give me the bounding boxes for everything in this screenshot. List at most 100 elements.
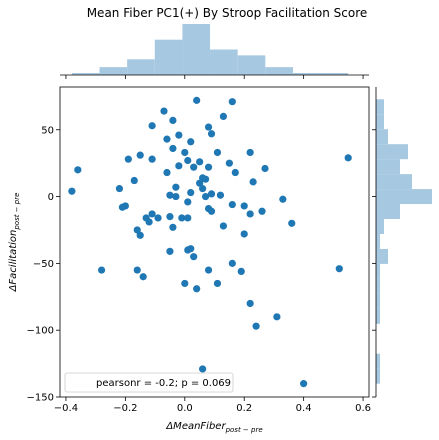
- legend-text: pearsonr = -0.2; p = 0.069: [96, 378, 231, 389]
- data-point: [204, 163, 213, 171]
- y-tick-label: −150: [27, 393, 54, 404]
- data-point: [240, 202, 248, 210]
- chart-title: Mean Fiber PC1(+) By Stroop Facilitation…: [87, 6, 368, 20]
- data-point: [199, 184, 207, 193]
- data-point: [201, 175, 210, 183]
- x-axis-label: ΔMeanFiberpost − pre: [165, 421, 262, 434]
- data-point: [246, 299, 254, 308]
- data-point: [148, 210, 156, 218]
- data-point: [190, 253, 198, 261]
- x-hist-bar: [127, 59, 155, 75]
- x-tick-label: 0.6: [355, 403, 371, 414]
- data-point: [196, 158, 204, 166]
- data-point: [201, 192, 210, 201]
- data-point: [300, 380, 308, 388]
- data-point: [166, 191, 174, 199]
- data-point: [74, 166, 82, 174]
- data-point: [228, 98, 236, 106]
- data-point: [204, 123, 213, 131]
- y-hist-bar: [376, 114, 384, 130]
- data-point: [344, 154, 352, 162]
- data-point: [124, 155, 132, 163]
- data-point: [136, 151, 144, 159]
- data-point: [219, 112, 228, 120]
- scatter-axes: −0.4 −0.2 0.0 0.2 0.4 0.6 −150 −100 −50 0 50: [27, 86, 371, 414]
- data-point: [207, 130, 216, 138]
- y-hist-bar: [376, 144, 408, 160]
- data-point: [169, 144, 177, 153]
- data-point: [178, 214, 186, 222]
- data-point: [187, 188, 195, 197]
- scatter-points: [68, 96, 352, 388]
- y-hist-bar: [376, 204, 400, 220]
- data-point: [139, 273, 147, 281]
- y-hist-bar: [376, 219, 384, 234]
- x-axis-label-sub: post − pre: [225, 426, 263, 434]
- y-hist-bar: [376, 174, 412, 190]
- data-point: [261, 164, 269, 173]
- data-point: [118, 203, 126, 211]
- data-point: [187, 138, 195, 146]
- data-point: [193, 285, 201, 293]
- x-marginal-histogram: [60, 24, 369, 79]
- data-point: [207, 190, 216, 198]
- data-point: [172, 192, 180, 201]
- x-hist-bar: [320, 73, 349, 75]
- y-hist-bar: [376, 293, 380, 309]
- data-point: [288, 219, 296, 227]
- y-tick-label: −50: [33, 259, 54, 270]
- y-axis-label-sub: post − pre: [13, 193, 21, 231]
- data-point: [133, 266, 141, 274]
- legend-box: [64, 372, 234, 393]
- data-point: [184, 156, 192, 165]
- y-hist-bar: [376, 233, 380, 249]
- x-tick-label: 0.0: [177, 403, 193, 414]
- data-point: [225, 159, 233, 167]
- y-hist-bar: [376, 368, 380, 384]
- x-axis-label-main: ΔMeanFiber: [165, 421, 226, 432]
- data-point: [130, 176, 138, 185]
- data-point: [213, 279, 222, 288]
- data-point: [172, 183, 180, 191]
- x-hist-bar: [237, 55, 266, 75]
- data-point: [196, 179, 204, 187]
- data-point: [184, 214, 192, 222]
- data-point: [279, 195, 287, 203]
- data-point: [181, 148, 189, 157]
- y-hist-bar: [376, 248, 388, 264]
- data-point: [163, 168, 171, 177]
- x-tick-label: 0.4: [296, 403, 312, 414]
- data-point: [148, 122, 156, 130]
- data-point: [68, 187, 76, 195]
- data-point: [258, 207, 266, 215]
- data-point: [240, 230, 248, 238]
- data-point: [199, 365, 207, 373]
- y-marginal-histogram: [372, 87, 432, 398]
- y-hist-bar: [376, 99, 384, 115]
- y-tick-label: −100: [27, 326, 54, 337]
- legend: pearsonr = -0.2; p = 0.069: [64, 372, 234, 393]
- data-point: [273, 313, 281, 321]
- x-axis-ticks: −0.4 −0.2 0.0 0.2 0.4 0.6: [54, 397, 371, 414]
- data-point: [246, 148, 254, 157]
- data-point: [136, 231, 144, 239]
- plot-frame: [59, 86, 370, 398]
- data-point: [175, 162, 183, 170]
- x-hist-bar: [265, 67, 293, 75]
- data-point: [115, 184, 124, 193]
- data-point: [335, 265, 343, 273]
- data-point: [246, 210, 254, 218]
- y-hist-bar: [376, 189, 432, 205]
- x-tick-label: 0.2: [236, 403, 252, 414]
- data-point: [249, 178, 257, 186]
- data-point: [190, 163, 198, 171]
- data-point: [213, 148, 222, 157]
- data-point: [169, 116, 177, 125]
- x-hist-bar: [182, 24, 211, 75]
- x-tick-label: −0.2: [113, 403, 137, 414]
- data-point: [166, 247, 174, 255]
- x-tick-label: −0.4: [54, 403, 78, 414]
- x-hist-bar: [71, 73, 100, 75]
- data-point: [228, 200, 236, 209]
- data-point: [204, 266, 213, 274]
